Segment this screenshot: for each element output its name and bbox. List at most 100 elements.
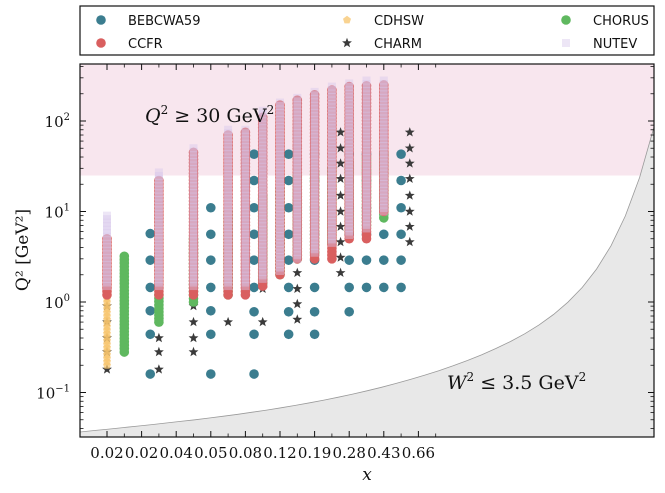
nutev-point <box>310 143 319 152</box>
nutev-point <box>379 121 388 130</box>
nutev-point <box>154 237 163 246</box>
legend-item-bebcwa59: BEBCWA59 <box>96 14 200 29</box>
nutev-point <box>362 203 371 212</box>
nutev-point <box>327 200 336 209</box>
charm-point <box>404 221 415 231</box>
bebcwa59-point <box>206 255 216 265</box>
nutev-point <box>293 104 302 113</box>
nutev-point <box>258 274 267 283</box>
nutev-point <box>293 237 302 246</box>
legend-marker <box>96 15 106 25</box>
nutev-point <box>276 207 284 216</box>
nutev-point <box>224 219 233 228</box>
nutev-point <box>345 203 354 212</box>
nutev-point <box>258 180 267 189</box>
nutev-point <box>103 246 111 255</box>
nutev-point <box>327 165 336 174</box>
nutev-point <box>293 177 302 186</box>
nutev-point <box>189 164 198 173</box>
x-axis-title: x <box>362 465 372 485</box>
nutev-point <box>345 210 354 219</box>
nutev-point <box>345 217 354 226</box>
nutev-point <box>241 170 250 179</box>
nutev-point <box>362 150 371 159</box>
nutev-point <box>258 250 267 259</box>
nutev-point <box>224 257 233 266</box>
nutev-point <box>258 232 267 241</box>
nutev-point <box>258 204 267 213</box>
nutev-point <box>224 143 233 152</box>
bebcwa59-point <box>344 255 355 265</box>
nutev-point <box>154 189 163 198</box>
x-tick-label: 0.19 <box>298 444 331 462</box>
nutev-point <box>258 267 267 276</box>
nutev-point <box>310 126 319 135</box>
nutev-point <box>310 241 319 250</box>
nutev-point <box>276 144 284 153</box>
nutev-point <box>276 123 284 132</box>
nutev-point <box>327 93 336 102</box>
nutev-point <box>276 137 284 146</box>
nutev-point <box>293 160 302 169</box>
nutev-point <box>189 182 198 191</box>
nutev-point <box>103 264 111 273</box>
nutev-point <box>379 100 388 109</box>
bebcwa59-point <box>309 282 320 293</box>
nutev-point <box>103 225 111 234</box>
nutev-point <box>345 131 354 140</box>
nutev-point <box>241 125 250 134</box>
nutev-point <box>362 118 371 127</box>
nutev-point <box>327 228 336 237</box>
charm-point <box>404 236 415 247</box>
nutev-point <box>379 176 388 185</box>
x-tick-label: 0.08 <box>229 444 262 462</box>
ccfr-point <box>188 147 199 158</box>
series-nutev <box>103 76 388 291</box>
nutev-point <box>258 218 267 227</box>
nutev-point <box>258 201 267 210</box>
nutev-point <box>103 267 111 276</box>
nutev-point <box>327 179 336 188</box>
nutev-point <box>276 172 284 181</box>
bebcwa59-point <box>206 202 216 213</box>
nutev-point <box>276 147 284 156</box>
nutev-point <box>276 151 284 160</box>
nutev-point <box>276 165 284 174</box>
nutev-point <box>154 206 163 215</box>
nutev-point <box>362 87 371 96</box>
nutev-point <box>103 271 111 280</box>
nutev-point <box>224 223 233 232</box>
legend-label: CDHSW <box>374 14 424 29</box>
nutev-point <box>103 236 111 245</box>
nutev-point <box>224 278 233 287</box>
charm-point <box>335 206 346 216</box>
nutev-point <box>276 179 284 188</box>
nutev-point <box>276 259 284 268</box>
nutev-point <box>327 145 336 154</box>
charm-point <box>154 332 164 343</box>
ccfr-point <box>240 127 251 138</box>
nutev-point <box>103 257 111 266</box>
legend-item-cdhsw: CDHSW <box>343 14 424 29</box>
nutev-point <box>362 224 371 233</box>
legend-label: NUTEV <box>593 37 637 52</box>
nutev-point <box>293 139 302 148</box>
nutev-point <box>327 113 336 122</box>
nutev-point <box>379 159 388 168</box>
bebcwa59-point <box>344 282 355 293</box>
nutev-point <box>224 188 233 197</box>
nutev-point <box>224 160 233 169</box>
nutev-point <box>241 143 250 152</box>
nutev-point <box>154 192 163 201</box>
nutev-point <box>224 233 233 242</box>
nutev-point <box>362 175 371 184</box>
nutev-point <box>224 150 233 159</box>
charm-point <box>292 314 303 324</box>
bebcwa59-point <box>206 369 216 379</box>
nutev-point <box>293 181 302 190</box>
nutev-point <box>241 184 250 193</box>
nutev-point <box>293 233 302 242</box>
nutev-point <box>293 254 302 263</box>
nutev-point <box>362 97 371 106</box>
nutev-point <box>327 235 336 244</box>
